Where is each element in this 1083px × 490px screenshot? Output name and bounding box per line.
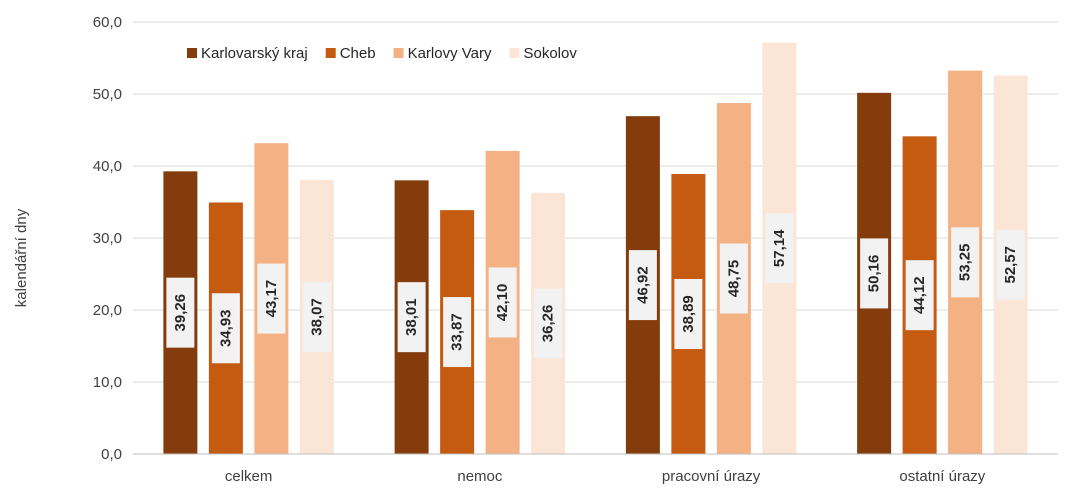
data-label-box [951,227,980,298]
data-label: 53,25 [951,227,980,298]
data-label-text: 53,25 [957,244,974,282]
data-label-text: 42,10 [494,284,511,322]
y-axis-tick-labels: 0,0 10,0 20,0 30,0 40,0 50,0 60,0 [93,14,122,463]
y-tick-label: 10,0 [93,374,122,391]
x-category-label: ostatní úrazy [899,468,985,485]
data-label-text: 44,12 [911,276,928,314]
data-label: 52,57 [996,229,1025,300]
data-label-box [860,238,889,309]
data-label: 43,17 [257,263,286,334]
data-label-text: 46,92 [634,266,651,304]
data-label-box [166,277,195,348]
data-label-box [628,250,657,321]
x-axis-category-labels: celkem nemoc pracovní úrazy ostatní úrazy [225,468,986,485]
data-label-box [674,278,703,349]
y-tick-label: 40,0 [93,158,122,175]
data-label-box [765,213,794,284]
x-category-label: pracovní úrazy [662,468,761,485]
data-labels: 39,26 34,93 43,17 38,07 38,01 33,87 42,10 36,26… [166,213,1025,368]
data-label: 36,26 [534,288,563,359]
legend-item: Karlovarský kraj [187,45,308,62]
x-category-label: nemoc [457,468,503,485]
data-label-box [996,229,1025,300]
data-label: 34,93 [211,293,240,364]
data-label: 38,01 [397,282,426,353]
legend-label: Cheb [340,45,376,62]
data-label-box [905,260,934,331]
y-tick-label: 30,0 [93,230,122,247]
data-label-text: 39,26 [172,294,189,332]
data-label-text: 34,93 [217,309,234,347]
x-category-label: celkem [225,468,273,485]
legend-swatch [393,48,404,58]
data-label-box [257,263,286,334]
data-label-text: 38,89 [680,295,697,333]
data-label: 57,14 [765,213,794,284]
data-label: 38,89 [674,278,703,349]
legend-item: Cheb [325,45,376,62]
data-label-box [719,243,748,314]
legend-label: Sokolov [523,45,577,62]
y-tick-label: 60,0 [93,14,122,31]
legend-item: Karlovy Vary [393,45,492,62]
data-label: 33,87 [443,297,472,368]
y-tick-label: 50,0 [93,86,122,103]
data-label-text: 43,17 [263,280,280,318]
data-label: 44,12 [905,260,934,331]
data-label-box [397,282,426,353]
data-label-text: 38,01 [403,298,420,336]
legend-swatch [509,48,520,58]
data-label: 42,10 [488,267,517,338]
data-label-text: 50,16 [866,255,883,293]
legend-label: Karlovarský kraj [201,45,308,62]
legend-label: Karlovy Vary [408,45,492,62]
data-label: 48,75 [719,243,748,314]
data-label-text: 33,87 [449,313,466,351]
legend-swatch [187,48,197,58]
y-axis-title: kalendářní dny [13,208,30,307]
legend-item: Sokolov [509,45,577,62]
legend: Karlovarský kraj Cheb Karlovy Vary Sokolov [187,45,577,62]
data-label-box [211,293,240,364]
data-label-text: 36,26 [540,305,557,343]
data-label-text: 57,14 [771,229,788,267]
data-label-text: 52,57 [1002,246,1019,284]
data-label-box [443,297,472,368]
y-tick-label: 20,0 [93,302,122,319]
bars [163,42,1028,455]
data-label: 46,92 [628,250,657,321]
data-label: 38,07 [302,281,331,352]
data-label: 39,26 [166,277,195,348]
data-label-box [302,281,331,352]
data-label-text: 38,07 [308,298,325,336]
y-tick-label: 0,0 [101,446,122,463]
legend-swatch [325,48,336,58]
data-label: 50,16 [860,238,889,309]
data-label-text: 48,75 [725,260,742,298]
data-label-box [488,267,517,338]
data-label-box [534,288,563,359]
